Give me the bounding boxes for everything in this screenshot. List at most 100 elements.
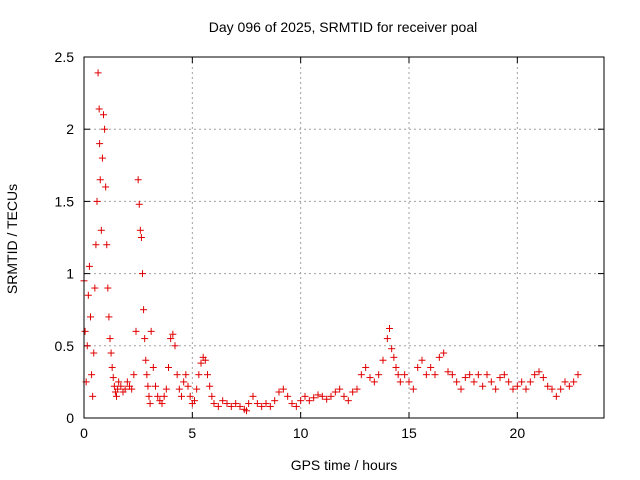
data-point bbox=[175, 385, 183, 393]
data-point bbox=[219, 397, 227, 405]
data-point bbox=[94, 69, 102, 77]
data-point bbox=[142, 356, 150, 364]
data-point bbox=[457, 385, 465, 393]
data-point bbox=[140, 306, 148, 314]
data-point bbox=[232, 400, 240, 408]
y-tick-label: 1.5 bbox=[55, 193, 75, 209]
data-point bbox=[147, 327, 155, 335]
data-point bbox=[440, 349, 448, 357]
data-point bbox=[409, 385, 417, 393]
data-point bbox=[461, 374, 469, 382]
data-point bbox=[96, 140, 104, 148]
data-point bbox=[266, 402, 274, 410]
data-point bbox=[171, 342, 179, 350]
data-point bbox=[574, 371, 582, 379]
data-point bbox=[204, 371, 211, 379]
data-point bbox=[149, 363, 157, 371]
data-point bbox=[84, 291, 92, 299]
data-point bbox=[88, 371, 96, 379]
data-point bbox=[178, 392, 185, 400]
data-point bbox=[383, 335, 391, 343]
data-point bbox=[284, 392, 292, 400]
data-point bbox=[115, 378, 123, 386]
data-point bbox=[275, 388, 283, 396]
data-point bbox=[318, 392, 326, 400]
x-tick-label: 10 bbox=[293, 425, 309, 441]
data-point bbox=[392, 363, 400, 371]
plot-frame bbox=[83, 56, 605, 419]
data-point bbox=[362, 363, 370, 371]
data-point bbox=[91, 284, 99, 292]
data-point bbox=[435, 353, 443, 361]
data-point bbox=[145, 392, 153, 400]
data-point bbox=[340, 392, 348, 400]
data-point bbox=[344, 397, 352, 405]
data-point bbox=[557, 385, 565, 393]
data-point bbox=[104, 284, 112, 292]
data-point bbox=[152, 382, 159, 390]
data-point bbox=[210, 400, 218, 408]
data-point bbox=[396, 378, 404, 386]
data-point bbox=[103, 241, 111, 249]
data-point bbox=[206, 382, 214, 390]
data-point bbox=[154, 392, 162, 400]
y-tick-label: 0 bbox=[66, 410, 74, 426]
data-point bbox=[180, 378, 188, 386]
data-point bbox=[93, 197, 101, 205]
data-point bbox=[470, 378, 478, 386]
data-point bbox=[130, 371, 138, 379]
data-point bbox=[144, 382, 152, 390]
data-point bbox=[160, 392, 168, 400]
data-point bbox=[253, 400, 261, 408]
data-point bbox=[158, 400, 166, 408]
x-tick-label: 0 bbox=[80, 425, 88, 441]
y-tick-label: 1 bbox=[66, 266, 74, 282]
data-point bbox=[107, 349, 115, 357]
grid bbox=[84, 57, 604, 418]
data-point bbox=[110, 382, 118, 390]
data-point bbox=[97, 226, 105, 234]
y-tick-label: 2.5 bbox=[55, 49, 75, 65]
data-point bbox=[414, 363, 422, 371]
data-point bbox=[85, 262, 93, 270]
data-point bbox=[453, 378, 461, 386]
data-point bbox=[89, 392, 97, 400]
data-point bbox=[92, 241, 100, 249]
data-point bbox=[100, 111, 107, 119]
data-point bbox=[357, 371, 365, 379]
data-point bbox=[90, 349, 98, 357]
data-point bbox=[548, 385, 556, 393]
data-point bbox=[544, 382, 552, 390]
data-point bbox=[208, 392, 216, 400]
data-point bbox=[500, 371, 508, 379]
data-point bbox=[288, 400, 296, 408]
y-tick-label: 0.5 bbox=[55, 338, 75, 354]
x-axis-label: GPS time / hours bbox=[291, 457, 398, 473]
data-point bbox=[565, 382, 573, 390]
data-point bbox=[139, 270, 146, 278]
data-point bbox=[479, 382, 487, 390]
data-point bbox=[245, 400, 253, 408]
data-point bbox=[128, 385, 136, 393]
data-point bbox=[121, 385, 129, 393]
data-point bbox=[134, 176, 142, 184]
data-point bbox=[106, 335, 114, 343]
data-point bbox=[522, 385, 530, 393]
data-point bbox=[526, 378, 534, 386]
data-point bbox=[394, 371, 402, 379]
data-points bbox=[80, 69, 582, 415]
data-point bbox=[505, 378, 513, 386]
data-point bbox=[292, 402, 300, 410]
x-tick-label: 5 bbox=[188, 425, 196, 441]
data-point bbox=[105, 313, 113, 321]
data-point bbox=[227, 402, 235, 410]
data-point bbox=[95, 105, 103, 113]
data-point bbox=[186, 392, 194, 400]
data-point bbox=[108, 363, 116, 371]
data-point bbox=[323, 395, 331, 403]
data-point bbox=[195, 371, 203, 379]
data-point bbox=[336, 385, 344, 393]
data-point bbox=[405, 378, 413, 386]
data-point bbox=[349, 388, 357, 396]
data-point bbox=[109, 374, 117, 382]
